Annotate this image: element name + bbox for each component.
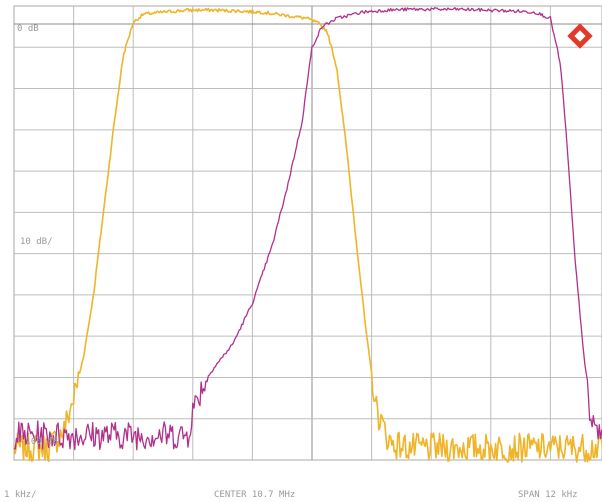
graticule [13, 5, 602, 461]
graticule-border [13, 5, 602, 461]
bottom-level-label: -100 dB [20, 437, 58, 447]
traces [13, 7, 602, 463]
series-line-magenta [13, 7, 602, 451]
center-frequency-label: CENTER 10.7 MHz [214, 490, 295, 500]
series-line-yellow [13, 7, 602, 463]
division-label: 1 kHz/ [4, 490, 37, 500]
scale-label: 10 dB/ [20, 237, 53, 247]
span-label: SPAN 12 kHz [518, 490, 578, 500]
rohde-schwarz-diamond-icon [567, 23, 593, 49]
ref-level-label: 0 dB [17, 24, 39, 34]
